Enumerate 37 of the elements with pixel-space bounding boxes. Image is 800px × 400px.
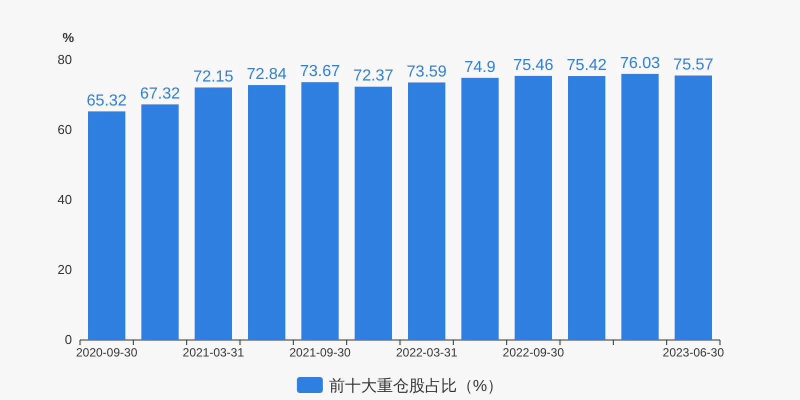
data-label: 75.57 (673, 56, 714, 74)
data-label: 73.59 (406, 63, 447, 80)
y-tick-label: 80 (58, 52, 72, 68)
bar (141, 104, 179, 340)
data-label: 75.42 (566, 57, 607, 74)
bar (568, 76, 606, 340)
y-axis-title: % (62, 30, 74, 45)
bar (621, 74, 659, 340)
y-tick-label: 40 (58, 192, 72, 208)
data-label: 72.15 (193, 68, 234, 86)
data-label: 72.84 (246, 66, 287, 84)
bar (194, 87, 232, 340)
data-label: 67.32 (140, 85, 180, 102)
x-tick-label: 2022-03-31 (396, 346, 458, 360)
data-label: 74.9 (464, 58, 496, 76)
data-label: 73.67 (300, 63, 340, 80)
x-tick-label: 2021-03-31 (182, 346, 244, 360)
bar (301, 82, 339, 340)
data-label: 65.32 (86, 92, 127, 110)
bar (408, 82, 446, 340)
bar (461, 78, 499, 340)
x-tick-label: 2023-06-30 (662, 346, 724, 360)
bar (354, 86, 392, 340)
data-label: 72.37 (353, 68, 394, 85)
bar (514, 76, 552, 340)
y-tick-label: 0 (64, 332, 72, 348)
legend-label: 前十大重仓股占比（%） (328, 377, 504, 395)
x-tick-label: 2021-09-30 (289, 346, 352, 360)
data-label: 75.46 (513, 56, 554, 74)
x-tick-label: 2022-09-30 (502, 346, 564, 360)
y-tick-label: 20 (58, 262, 72, 278)
y-tick-label: 60 (58, 122, 72, 138)
bar (88, 111, 126, 340)
bar (674, 76, 712, 340)
bar (248, 85, 286, 340)
data-label: 76.03 (620, 54, 660, 72)
x-tick-label: 2020-09-30 (76, 346, 138, 360)
